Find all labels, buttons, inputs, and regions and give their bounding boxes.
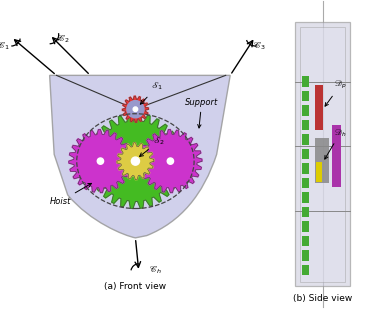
Bar	[302, 163, 309, 174]
Text: (b) Side view: (b) Side view	[293, 295, 352, 303]
Text: (a) Front view: (a) Front view	[104, 282, 167, 291]
Bar	[302, 76, 309, 87]
Text: $\mathscr{D}_h$: $\mathscr{D}_h$	[325, 127, 347, 159]
Text: $\mathscr{S}_2$: $\mathscr{S}_2$	[139, 135, 165, 157]
Bar	[302, 207, 309, 217]
Text: $\mathscr{S}_1$: $\mathscr{S}_1$	[140, 81, 163, 104]
Bar	[302, 265, 309, 275]
Text: $\mathscr{C}_h$: $\mathscr{C}_h$	[150, 265, 162, 276]
Bar	[302, 192, 309, 203]
FancyBboxPatch shape	[300, 27, 345, 282]
Bar	[302, 178, 309, 188]
Polygon shape	[139, 129, 202, 193]
Bar	[315, 85, 323, 130]
Circle shape	[127, 100, 144, 118]
Polygon shape	[117, 143, 154, 180]
Text: $\mathscr{C}_2$: $\mathscr{C}_2$	[57, 33, 69, 45]
Circle shape	[167, 158, 174, 164]
Text: Support: Support	[185, 98, 218, 128]
Bar	[332, 125, 341, 186]
Circle shape	[131, 157, 139, 165]
Text: $\mathscr{D}_p$: $\mathscr{D}_p$	[325, 79, 347, 106]
Circle shape	[133, 107, 138, 112]
Bar	[302, 120, 309, 130]
Bar	[302, 221, 309, 232]
Text: $\mathscr{C}_3$: $\mathscr{C}_3$	[253, 40, 266, 52]
Polygon shape	[88, 114, 183, 209]
Bar	[315, 163, 322, 182]
Bar	[302, 91, 309, 101]
Polygon shape	[122, 96, 148, 122]
Bar	[302, 250, 309, 261]
Polygon shape	[69, 129, 132, 193]
FancyBboxPatch shape	[295, 22, 350, 286]
Text: Hoist: Hoist	[50, 183, 92, 206]
Text: $\mathscr{C}_1$: $\mathscr{C}_1$	[0, 40, 10, 52]
Bar	[302, 105, 309, 116]
Bar	[315, 138, 329, 183]
Bar	[302, 149, 309, 159]
PathPatch shape	[50, 75, 230, 238]
Circle shape	[97, 158, 104, 164]
Bar	[302, 236, 309, 246]
Bar	[302, 134, 309, 145]
